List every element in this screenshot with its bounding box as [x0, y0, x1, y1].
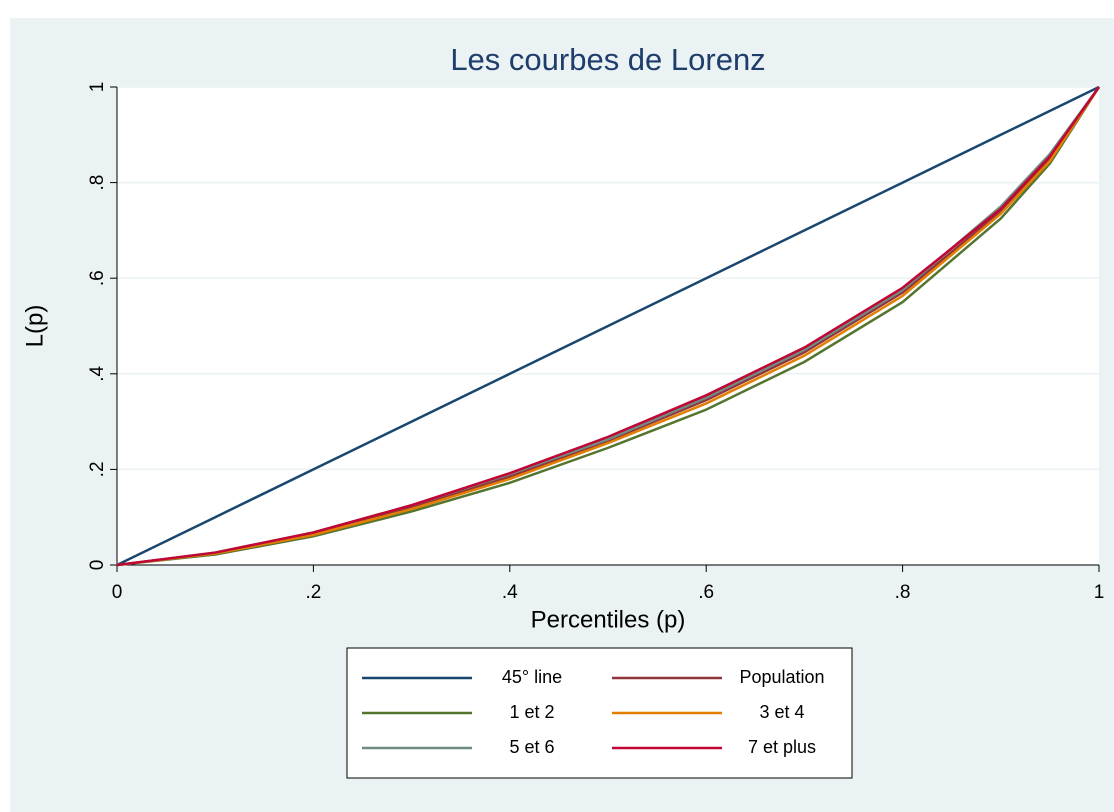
chart-title: Les courbes de Lorenz: [450, 42, 765, 77]
x-tick-label: .2: [305, 582, 321, 603]
y-tick-label: .2: [87, 461, 108, 477]
y-tick-label: 0: [87, 560, 108, 571]
series-line: [116, 86, 1101, 567]
series-line: [116, 86, 1101, 567]
y-tick-label: .4: [87, 365, 108, 381]
legend-label: 45° line: [502, 667, 562, 687]
legend-label: 5 et 6: [509, 737, 554, 757]
y-tick-label: .6: [87, 270, 108, 286]
series-line: [116, 85, 1100, 567]
x-tick-label: .4: [502, 582, 518, 603]
legend-label: 1 et 2: [509, 702, 554, 722]
x-tick-label: 0: [112, 582, 123, 603]
y-tick-label: .8: [87, 175, 108, 191]
legend-label: 3 et 4: [759, 702, 804, 722]
series-line: [116, 86, 1101, 567]
legend-label: 7 et plus: [748, 737, 816, 757]
x-tick-label: .6: [698, 582, 714, 603]
x-axis-label: Percentiles (p): [531, 606, 686, 633]
y-axis-label: L(p): [21, 305, 48, 348]
legend-label: Population: [739, 667, 824, 687]
x-tick-label: 1: [1094, 582, 1105, 603]
y-tick-label: 1: [87, 82, 108, 93]
x-tick-label: .8: [895, 582, 911, 603]
